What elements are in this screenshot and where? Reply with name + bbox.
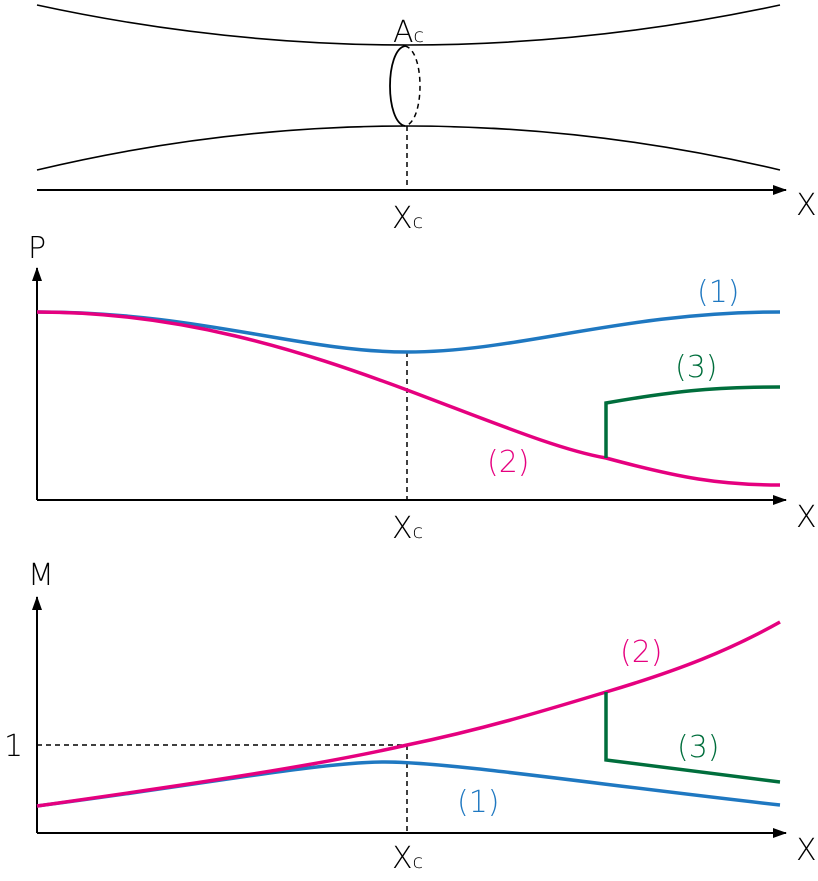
x-axis-label: X [796,500,817,535]
sonic-label: 1 [4,729,23,764]
throat-label: Xc [392,841,423,876]
y-axis-label: P [28,231,46,266]
area-label: Ac [393,15,424,50]
upper-wall [36,4,781,46]
y-axis-label: M [28,558,54,593]
curve-label: (2) [620,635,663,670]
curve-2 [36,310,781,487]
curve-1 [36,310,781,354]
curve-label: (3) [677,730,720,765]
throat-back [404,45,421,127]
nozzle: Ac Xc X [36,4,817,236]
label-main: X [392,511,413,546]
curve-2 [36,620,781,808]
throat-front [389,45,406,127]
throat-label: Xc [392,201,423,236]
label-main: A [393,15,414,50]
x-axis-label: X [796,188,817,223]
curve-3 [604,385,781,458]
curve-label: (2) [487,445,530,480]
curve-label: (1) [697,275,740,310]
throat-label: Xc [392,511,423,546]
curve-label: (3) [675,350,718,385]
label-sub: c [414,25,424,47]
label-main: X [392,841,413,876]
lower-wall [36,125,781,171]
label-main: X [392,201,413,236]
mach-panel: M X 1 Xc (1) (2) (3) [4,558,817,876]
label-sub: c [413,211,423,233]
x-axis-label: X [796,833,817,868]
curve-3 [604,692,781,784]
label-sub: c [413,521,423,543]
curve-label: (1) [457,785,500,820]
pressure-panel: P X Xc (1) (2) (3) [28,231,817,546]
label-sub: c [413,851,423,873]
